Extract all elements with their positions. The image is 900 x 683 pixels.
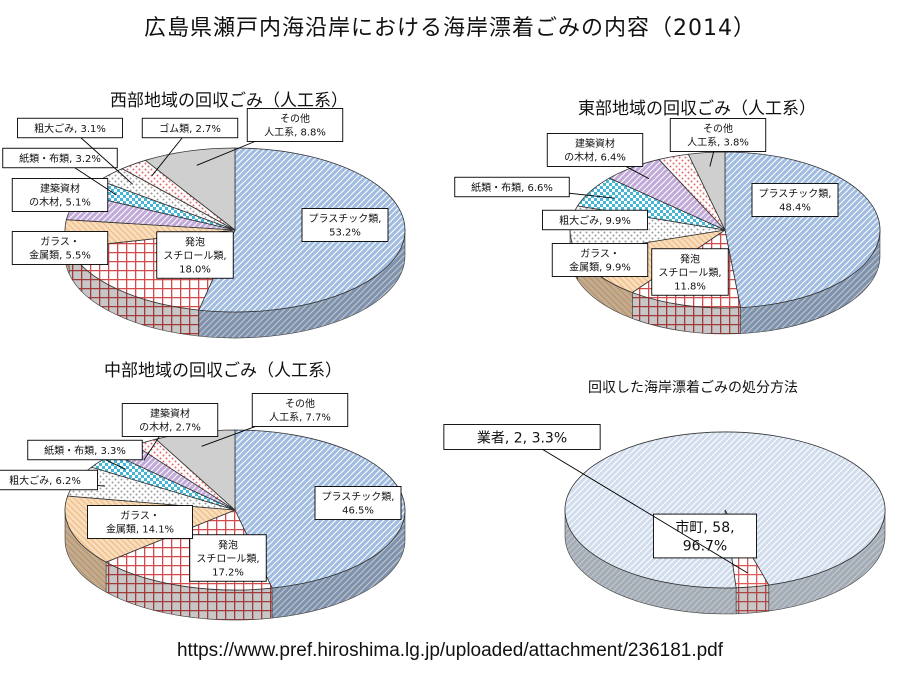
pie-slice-slice-7: [687, 151, 726, 231]
data-label-slice-0: 96.7%: [683, 539, 727, 555]
data-label-slice-7: 人工系, 8.8%: [264, 127, 326, 139]
east-chart-title: 東部地域の回収ごみ（人工系）: [578, 99, 816, 119]
data-label-slice-2: 金属類, 9.9%: [569, 261, 631, 274]
data-label-slice-5: の木材, 2.7%: [139, 421, 201, 434]
pie-slice-slice-7: [144, 147, 236, 231]
data-label-box-slice-3: [0, 469, 98, 491]
data-label-box-slice-5: [121, 403, 219, 437]
data-label-box-slice-6: [141, 117, 239, 139]
data-label-slice-7: その他: [703, 122, 733, 135]
data-label-slice-4: 紙類・布類, 3.3%: [44, 444, 126, 457]
data-label-box-slice-5: [546, 133, 644, 167]
data-label-box-slice-2: [551, 243, 649, 277]
leader-line-slice-1: [521, 436, 748, 574]
pie-side-shade: [740, 230, 880, 334]
pie-side-shade: [65, 510, 107, 593]
pie-side-shade: [106, 562, 273, 620]
data-label-slice-1: 11.8%: [674, 281, 706, 292]
data-label-slice-0: 市町, 58,: [675, 519, 734, 536]
data-label-slice-2: 金属類, 14.1%: [106, 523, 174, 536]
data-label-slice-5: 建築資材: [575, 137, 615, 150]
pie-side-shade: [736, 585, 769, 614]
data-label-box-slice-2: [87, 505, 193, 539]
central-chart-title: 中部地域の回収ごみ（人工系）: [104, 361, 342, 381]
data-label-slice-1: スチロール類,: [196, 553, 259, 565]
data-label-slice-0: 48.4%: [779, 203, 811, 214]
data-label-box-slice-7: [246, 108, 344, 142]
source-url: https://www.pref.hiroshima.lg.jp/uploade…: [176, 640, 724, 661]
data-label-slice-7: 人工系, 3.8%: [687, 137, 749, 149]
data-label-slice-5: 建築資材: [150, 407, 190, 420]
data-label-slice-2: ガラス・: [580, 248, 620, 260]
data-label-slice-4: 紙類・布類, 3.2%: [19, 152, 101, 165]
data-label-slice-2: 金属類, 5.5%: [29, 249, 91, 262]
data-label-slice-5: の木材, 6.4%: [564, 151, 626, 164]
data-label-box-slice-0: [314, 486, 402, 520]
data-label-box-slice-7: [669, 118, 767, 152]
data-label-box-slice-4: [27, 439, 143, 461]
pie-side-shade: [565, 510, 737, 614]
data-label-box-slice-3: [542, 209, 648, 231]
data-label-slice-1: 発泡: [680, 252, 700, 265]
disposal-pie-chart: 市町, 58, 96.7% 業者, 2, 3.3%: [443, 424, 886, 615]
west-chart-title: 西部地域の回収ごみ（人工系）: [110, 91, 348, 111]
data-label-slice-5: 粗大ごみ, 3.1%: [34, 122, 106, 135]
data-label-slice-3: の木材, 5.1%: [29, 196, 91, 209]
data-label-slice-0: 53.2%: [329, 228, 361, 239]
data-label-slice-2: ガラス・: [40, 236, 80, 248]
data-label-slice-1: スチロール類,: [658, 267, 721, 279]
data-label-box-slice-0: [652, 513, 757, 559]
data-label-box-slice-3: [11, 178, 109, 212]
pie-side-shade: [69, 247, 199, 337]
data-label-box-slice-2: [11, 231, 109, 265]
data-label-box-slice-4: [454, 176, 570, 198]
data-label-slice-3: 建築資材: [40, 182, 80, 195]
data-label-box-slice-1: [156, 231, 234, 279]
data-label-slice-7: その他: [285, 397, 315, 410]
data-label-slice-0: プラスチック類,: [759, 188, 832, 200]
data-label-slice-7: その他: [280, 112, 310, 125]
data-label-box-slice-1: [189, 534, 267, 582]
data-label-slice-0: プラスチック類,: [322, 491, 395, 503]
data-label-box-slice-0: [751, 183, 839, 217]
data-label-box-slice-1: [443, 424, 601, 450]
data-label-slice-2: ガラス・: [120, 510, 160, 522]
data-label-slice-0: プラスチック類,: [309, 213, 382, 225]
data-label-box-slice-5: [17, 117, 123, 139]
pie-side-shade: [632, 292, 741, 334]
data-label-slice-3: 粗大ごみ, 6.2%: [9, 474, 81, 487]
pie-side-shade: [272, 510, 405, 619]
data-label-slice-0: 46.5%: [342, 506, 374, 517]
data-label-box-slice-0: [301, 208, 389, 242]
data-label-slice-1: スチロール類,: [163, 250, 226, 262]
data-label-slice-1: 18.0%: [179, 264, 211, 275]
data-label-slice-7: 人工系, 7.7%: [269, 412, 331, 424]
data-label-slice-3: 粗大ごみ, 9.9%: [559, 214, 631, 227]
data-label-slice-1: 17.2%: [212, 567, 244, 578]
disposal-chart-title: 回収した海岸漂着ごみの処分方法: [588, 380, 798, 396]
data-label-box-slice-7: [251, 393, 349, 427]
data-label-box-slice-4: [2, 147, 118, 169]
data-label-slice-1: 業者, 2, 3.3%: [477, 430, 567, 446]
page-title: 広島県瀬戸内海沿岸における海岸漂着ごみの内容（2014）: [144, 16, 756, 41]
data-label-slice-1: 発泡: [185, 235, 205, 248]
data-label-box-slice-1: [651, 248, 729, 296]
pie-side-shade: [198, 230, 405, 338]
pie-side-shade: [768, 510, 885, 612]
data-label-slice-4: 紙類・布類, 6.6%: [471, 181, 553, 194]
data-label-slice-1: 発泡: [218, 538, 238, 551]
data-label-slice-6: ゴム類, 2.7%: [159, 122, 221, 135]
